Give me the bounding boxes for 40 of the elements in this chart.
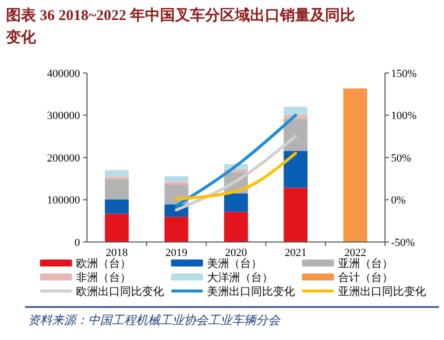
y2-tick-label: 50% [391,152,412,164]
bar [164,182,188,185]
bar [164,176,188,182]
y-tick-label: 300000 [47,110,80,122]
legend-label: 亚洲（台） [338,256,393,270]
legend-label: 合计（台） [338,270,393,284]
y2-tick-label: 100% [391,110,417,122]
bar [284,188,308,242]
bar [284,106,308,115]
x-tick-label: 2020 [225,247,248,259]
bar [104,170,129,177]
bar [224,193,248,212]
legend-label: 亚洲出口同比变化 [338,284,426,298]
legend-label: 欧洲（台） [76,256,131,270]
y2-tick-label: -50% [391,236,415,249]
legend-label: 美洲出口同比变化 [207,284,295,298]
bar [224,212,248,242]
y-tick-label: 200000 [47,152,80,164]
bar [104,214,129,242]
legend-label: 美洲（台） [207,256,262,270]
chart-title: 图表 36 2018~2022 年中国叉车分区域出口销量及同比变化 [5,6,356,46]
legend-label: 大洋洲（台） [207,270,273,284]
bar [104,199,129,214]
bar [284,150,308,188]
legend-label: 欧洲出口同比变化 [76,284,164,298]
y2-tick-label: 150% [391,68,417,80]
text: 资料来源：中国工程机械工业协会工业车辆分会 [28,313,281,327]
bar [343,88,368,242]
x-tick-label: 2019 [165,247,188,259]
x-tick-label: 2022 [344,247,366,259]
x-tick-label: 2021 [284,247,307,259]
y-tick-label: 100000 [47,194,80,207]
x-tick-label: 2018 [106,247,128,259]
bar [164,216,188,242]
bar [104,176,129,180]
y-tick-label: 400000 [47,68,80,80]
bar [104,179,129,200]
legend-label: 非洲（台） [76,270,131,284]
y-tick-label: 0 [74,236,80,249]
y2-tick-label: 0% [391,194,406,207]
